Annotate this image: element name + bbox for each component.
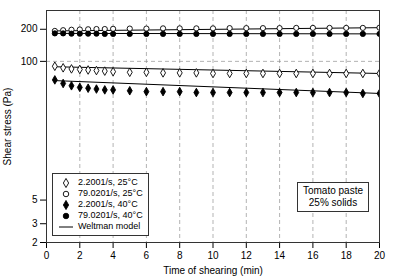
- svg-text:16: 16: [307, 250, 319, 261]
- html-text:Weltman model: Weltman model: [78, 221, 141, 231]
- svg-text:200: 200: [21, 23, 38, 34]
- svg-text:0: 0: [44, 250, 50, 261]
- svg-text:2: 2: [32, 237, 38, 248]
- svg-text:18: 18: [341, 250, 353, 261]
- svg-text:4: 4: [110, 250, 116, 261]
- svg-text:Time of shearing (min): Time of shearing (min): [163, 265, 263, 276]
- svg-text:14: 14: [274, 250, 286, 261]
- svg-text:100: 100: [21, 56, 38, 67]
- svg-text:2: 2: [77, 250, 83, 261]
- html-text:79.0201/s, 25°C: 79.0201/s, 25°C: [78, 188, 143, 198]
- html-text:Tomato paste 25% solids: Tomato paste 25% solids: [303, 185, 363, 208]
- svg-text:20: 20: [374, 250, 386, 261]
- svg-text:6: 6: [144, 250, 150, 261]
- html-text:79.0201/s, 40°C: 79.0201/s, 40°C: [78, 210, 143, 220]
- svg-text:5: 5: [32, 194, 38, 205]
- html-text:2.2001/s, 40°C: 2.2001/s, 40°C: [78, 199, 138, 209]
- svg-text:3: 3: [32, 218, 38, 229]
- svg-text:10: 10: [207, 250, 219, 261]
- svg-text:12: 12: [241, 250, 253, 261]
- svg-text:8: 8: [177, 250, 183, 261]
- html-text:2.2001/s, 25°C: 2.2001/s, 25°C: [78, 177, 138, 187]
- svg-text:Shear stress (Pa): Shear stress (Pa): [2, 88, 13, 166]
